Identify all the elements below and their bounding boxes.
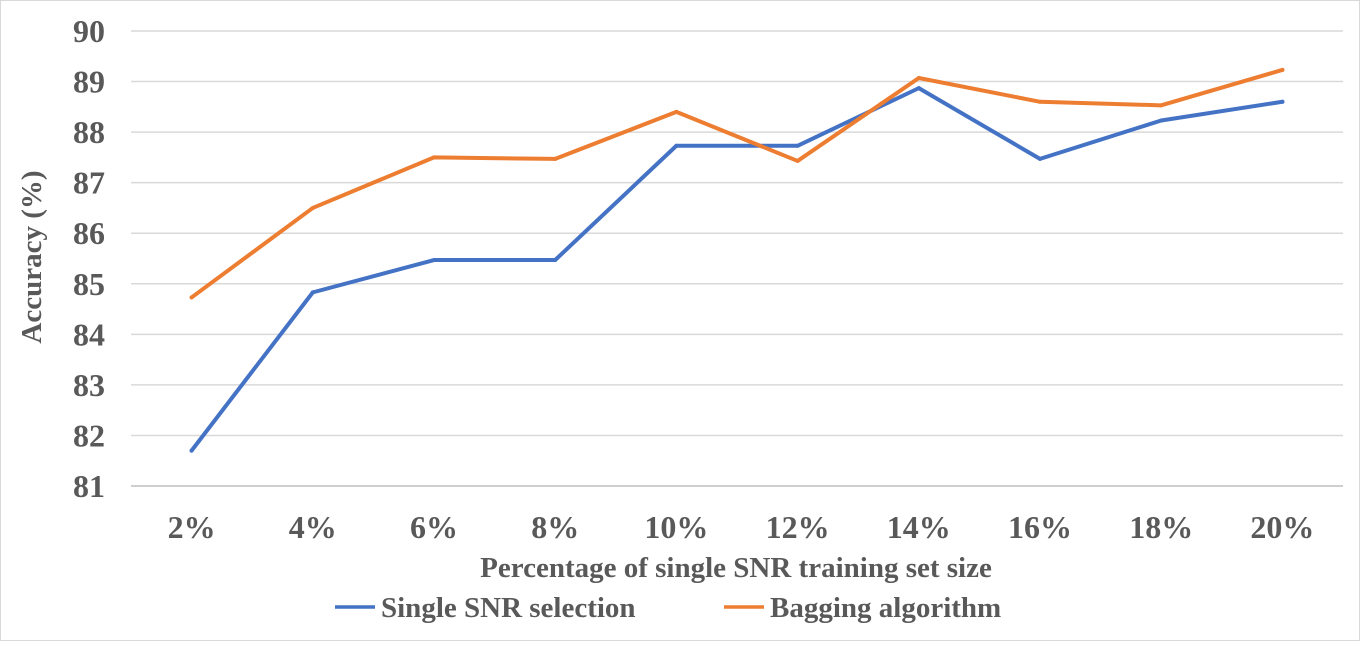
data-point xyxy=(553,156,558,161)
y-tick-label: 82 xyxy=(73,417,105,453)
series-lines xyxy=(189,67,1285,453)
x-tick-label: 6% xyxy=(410,509,458,545)
data-point xyxy=(310,205,315,210)
x-axis-title: Percentage of single SNR training set si… xyxy=(480,552,992,584)
data-point xyxy=(1280,67,1285,72)
data-point xyxy=(1159,118,1164,123)
series-line xyxy=(189,67,1285,300)
x-tick-label: 20% xyxy=(1250,509,1314,545)
data-point xyxy=(674,109,679,114)
data-point xyxy=(916,76,921,81)
y-tick-label: 81 xyxy=(73,468,105,504)
data-point xyxy=(1038,156,1042,161)
y-tick-label: 89 xyxy=(73,64,105,100)
y-tick-label: 90 xyxy=(73,13,105,49)
data-point xyxy=(432,258,436,263)
series-line xyxy=(189,86,1285,453)
data-point xyxy=(310,290,315,295)
legend-label-bagging: Bagging algorithm xyxy=(770,592,1001,624)
y-tick-label: 88 xyxy=(73,114,105,150)
y-axis-ticks: 81 82 83 84 85 86 87 88 89 90 xyxy=(73,13,105,504)
data-point xyxy=(1159,103,1164,108)
x-tick-label: 14% xyxy=(887,509,951,545)
gridlines xyxy=(131,30,1343,487)
data-point xyxy=(795,158,800,163)
series-1 xyxy=(189,86,1285,453)
y-tick-label: 87 xyxy=(73,165,105,201)
x-axis-ticks: 2% 4% 6% 8% 10% 12% 14% 16% 18% 20% xyxy=(168,509,1315,545)
x-tick-label: 10% xyxy=(644,509,708,545)
data-point xyxy=(432,155,436,160)
data-point xyxy=(189,295,194,300)
x-tick-label: 18% xyxy=(1129,509,1193,545)
data-point xyxy=(1280,99,1285,104)
series-2 xyxy=(189,67,1285,300)
x-tick-label: 12% xyxy=(766,509,830,545)
data-point xyxy=(916,86,921,91)
legend-label-single-snr: Single SNR selection xyxy=(381,592,636,624)
x-tick-label: 16% xyxy=(1008,509,1072,545)
y-axis-title: Accuracy (%) xyxy=(16,170,48,343)
legend: Single SNR selection Bagging algorithm xyxy=(335,592,1001,624)
x-tick-label: 4% xyxy=(289,509,337,545)
data-point xyxy=(795,143,800,148)
x-tick-label: 2% xyxy=(168,509,216,545)
data-point xyxy=(189,448,194,453)
y-tick-label: 84 xyxy=(73,316,105,352)
y-tick-label: 83 xyxy=(73,367,105,403)
data-point xyxy=(674,143,679,148)
data-point xyxy=(553,258,558,263)
x-tick-label: 8% xyxy=(531,509,579,545)
data-point xyxy=(1038,99,1042,104)
y-tick-label: 86 xyxy=(73,215,105,251)
y-tick-label: 85 xyxy=(73,266,105,302)
